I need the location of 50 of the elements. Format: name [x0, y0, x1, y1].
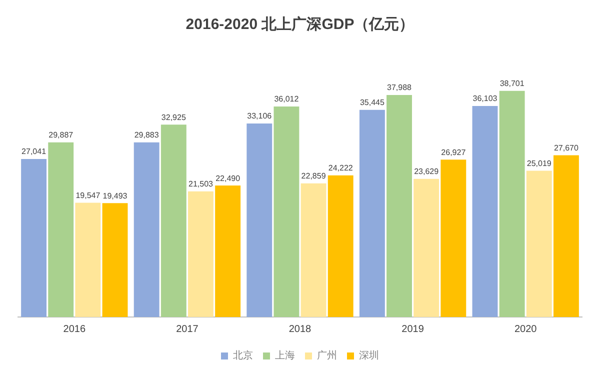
bar [359, 110, 385, 317]
data-label: 22,490 [216, 174, 241, 183]
data-label: 29,883 [134, 130, 160, 140]
bar [21, 158, 47, 317]
bar [499, 90, 525, 317]
data-label: 36,012 [274, 94, 300, 104]
bar [274, 106, 300, 317]
bar [328, 175, 354, 317]
data-label: 36,103 [472, 94, 498, 104]
data-label: 35,445 [360, 98, 385, 108]
chart-title: 2016-2020 北上广深GDP（亿元） [186, 15, 414, 34]
bar [300, 183, 326, 317]
data-label: 22,859 [301, 172, 326, 181]
legend-label: 广州 [317, 350, 337, 362]
bar [246, 124, 272, 317]
data-label: 33,106 [247, 112, 272, 121]
bar [160, 124, 186, 317]
x-tick-label: 2017 [176, 324, 199, 335]
data-label: 19,493 [102, 191, 128, 200]
bar [526, 170, 552, 317]
bar [215, 186, 241, 317]
data-label: 27,041 [22, 147, 47, 156]
data-label: 27,670 [554, 143, 579, 152]
data-label: 37,988 [387, 83, 412, 92]
legend-label: 上海 [275, 350, 295, 362]
data-label: 23,629 [414, 167, 440, 176]
bar [188, 191, 214, 317]
bar [553, 155, 579, 317]
data-label: 38,701 [500, 79, 525, 88]
data-label: 25,019 [526, 158, 552, 168]
legend-label: 深圳 [359, 350, 379, 362]
data-label: 21,503 [188, 180, 214, 189]
data-label: 24,222 [328, 164, 354, 173]
data-label: 26,927 [441, 148, 466, 157]
legend-label: 北京 [233, 350, 253, 362]
data-label: 29,887 [48, 130, 74, 140]
bar [48, 142, 74, 317]
bar [134, 142, 160, 317]
x-tick-label: 2016 [63, 324, 86, 335]
x-tick-label: 2020 [514, 324, 538, 335]
data-label: 19,547 [76, 190, 101, 200]
bar [386, 94, 412, 317]
bar [414, 178, 440, 317]
x-tick-label: 2019 [402, 324, 424, 335]
bar [102, 203, 128, 317]
bar [440, 160, 466, 317]
bar [75, 202, 101, 317]
x-tick-label: 2018 [288, 324, 312, 335]
data-label: 32,925 [161, 112, 186, 122]
bar [472, 106, 498, 317]
